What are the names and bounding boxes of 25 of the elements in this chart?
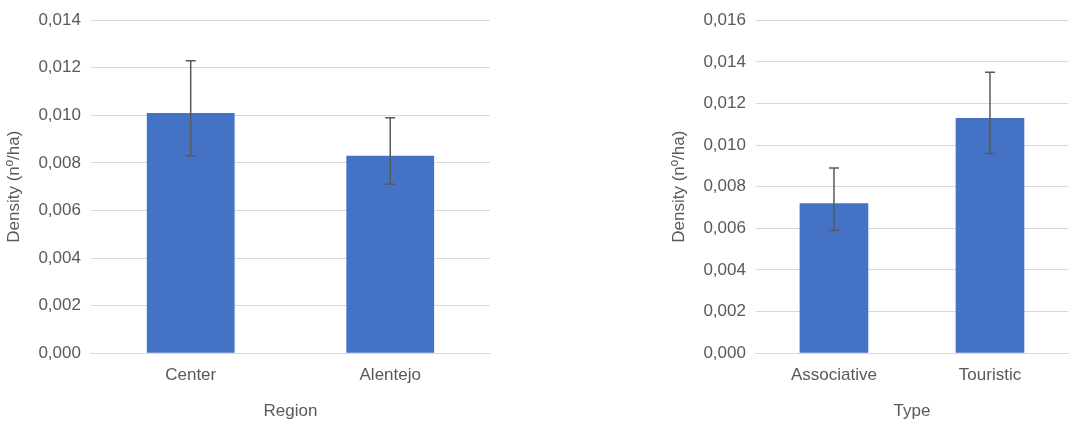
y-tick-label: 0,000 — [38, 342, 81, 362]
x-tick-label: Touristic — [958, 365, 1022, 385]
x-axis-title: Region — [263, 401, 318, 421]
y-axis-title: Density (nº/ha) — [3, 130, 23, 243]
y-tick-label: 0,000 — [703, 342, 746, 362]
y-tick-label: 0,006 — [703, 218, 746, 238]
y-tick-label: 0,010 — [703, 134, 746, 154]
x-tick-label: Alentejo — [359, 365, 421, 385]
y-tick-label: 0,012 — [38, 57, 81, 77]
y-tick-label: 0,014 — [703, 51, 746, 71]
x-tick-label: Associative — [790, 365, 877, 385]
y-tick-label: 0,012 — [703, 93, 746, 113]
y-axis-title: Density (nº/ha) — [668, 130, 688, 243]
y-tick-label: 0,010 — [38, 105, 81, 125]
y-tick-label: 0,008 — [703, 176, 746, 196]
y-tick-label: 0,002 — [38, 295, 81, 315]
y-tick-label: 0,008 — [38, 152, 81, 172]
y-tick-label: 0,014 — [38, 9, 81, 29]
y-tick-label: 0,016 — [703, 9, 746, 29]
y-tick-label: 0,004 — [38, 247, 81, 267]
y-tick-label: 0,006 — [38, 200, 81, 220]
y-tick-label: 0,002 — [703, 301, 746, 321]
y-tick-label: 0,004 — [703, 259, 746, 279]
x-axis-title: Type — [893, 401, 931, 421]
x-tick-label: Center — [165, 365, 217, 385]
